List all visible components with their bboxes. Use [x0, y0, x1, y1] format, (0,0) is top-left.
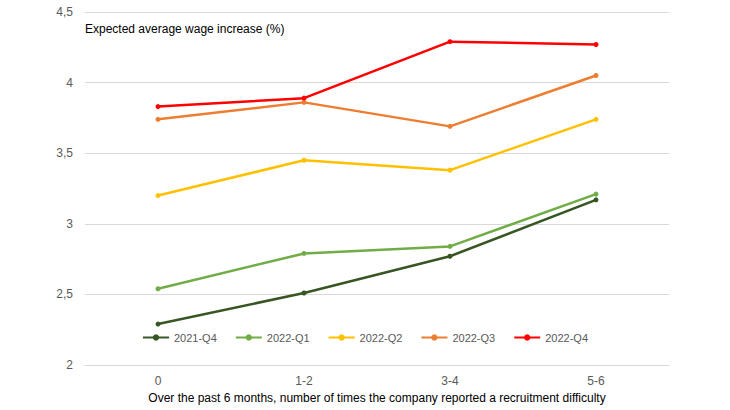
svg-text:4: 4 [66, 76, 73, 90]
svg-text:4,5: 4,5 [56, 5, 73, 19]
svg-text:3,5: 3,5 [56, 146, 73, 160]
svg-text:2: 2 [66, 358, 73, 372]
svg-text:2022-Q4: 2022-Q4 [545, 332, 588, 344]
svg-text:3: 3 [66, 217, 73, 231]
svg-text:2022-Q2: 2022-Q2 [360, 332, 403, 344]
svg-text:2022-Q3: 2022-Q3 [452, 332, 495, 344]
svg-text:2022-Q1: 2022-Q1 [267, 332, 310, 344]
svg-text:5-6: 5-6 [587, 374, 605, 388]
svg-text:2021-Q4: 2021-Q4 [174, 332, 217, 344]
svg-text:Over the past 6 months, number: Over the past 6 months, number of times … [148, 391, 605, 405]
svg-text:2,5: 2,5 [56, 287, 73, 301]
svg-text:3-4: 3-4 [441, 374, 459, 388]
svg-text:1-2: 1-2 [295, 374, 313, 388]
svg-text:Expected average wage increase: Expected average wage increase (%) [85, 22, 284, 36]
svg-text:0: 0 [155, 374, 162, 388]
